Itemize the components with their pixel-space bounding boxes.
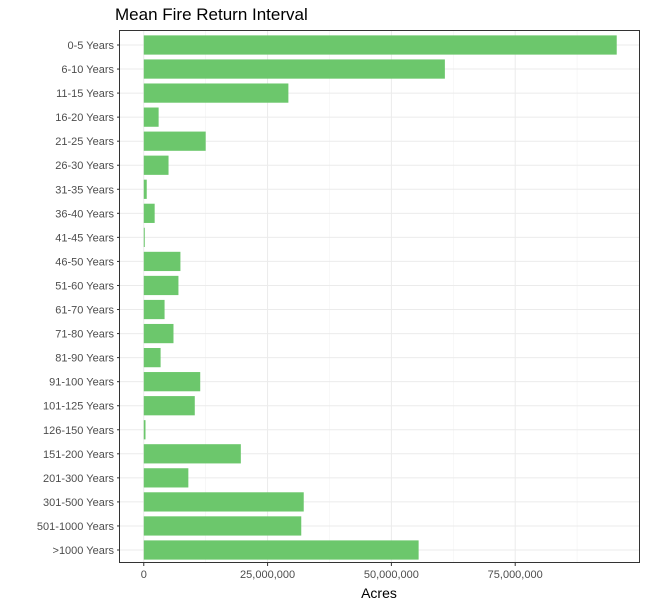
- bar-layer: [143, 35, 617, 560]
- y-tick-label: 21-25 Years: [55, 136, 114, 148]
- x-tick-label: 0: [141, 569, 147, 581]
- y-tick-label: 36-40 Years: [55, 208, 114, 220]
- y-tick-label: 71-80 Years: [55, 329, 114, 341]
- bar: [143, 299, 165, 320]
- x-axis-label: Acres: [361, 585, 397, 601]
- x-axis: 0 25,000,000 50,000,000 75,000,000: [141, 563, 543, 581]
- bar: [143, 83, 289, 103]
- bar: [143, 540, 419, 560]
- y-tick-label: 301-500 Years: [43, 497, 114, 509]
- y-tick-label: 81-90 Years: [55, 353, 114, 365]
- bar: [143, 516, 302, 536]
- y-tick-label: 61-70 Years: [55, 305, 114, 317]
- y-tick-label: >1000 Years: [53, 545, 115, 557]
- bar: [143, 396, 195, 416]
- bar: [143, 348, 161, 368]
- bar: [143, 35, 617, 55]
- bar: [143, 107, 159, 127]
- grid-layer: [120, 31, 640, 563]
- bar: [143, 179, 147, 199]
- x-tick-label: 25,000,000: [240, 569, 295, 581]
- bar: [143, 59, 445, 79]
- y-tick-label: 201-300 Years: [43, 473, 114, 485]
- bar: [143, 203, 155, 223]
- y-tick-label: 6-10 Years: [61, 64, 114, 76]
- bar: [143, 275, 179, 296]
- bar: [143, 227, 145, 247]
- y-tick-label: 126-150 Years: [43, 425, 114, 437]
- y-tick-label: 31-35 Years: [55, 184, 114, 196]
- y-tick-label: 151-200 Years: [43, 449, 114, 461]
- y-tick-label: 11-15 Years: [56, 88, 114, 100]
- y-tick-label: 91-100 Years: [49, 377, 114, 389]
- bar: [143, 468, 189, 488]
- y-tick-label: 501-1000 Years: [37, 521, 115, 533]
- bar: [143, 420, 146, 440]
- y-tick-label: 51-60 Years: [55, 280, 114, 292]
- bar: [143, 155, 169, 175]
- y-tick-label: 16-20 Years: [55, 112, 114, 124]
- plot-frame: [119, 30, 640, 563]
- x-tick-label: 75,000,000: [488, 569, 543, 581]
- bar: [143, 251, 181, 272]
- y-axis: 0-5 Years 6-10 Years 11-15 Years 16-20 Year…: [37, 40, 120, 557]
- y-tick-label: 26-30 Years: [55, 160, 114, 172]
- y-tick-label: 101-125 Years: [43, 401, 114, 413]
- y-tick-label: 0-5 Years: [68, 40, 115, 52]
- chart-title: Mean Fire Return Interval: [115, 5, 308, 24]
- bar: [143, 131, 206, 151]
- y-tick-label: 41-45 Years: [55, 232, 114, 244]
- bar: [143, 444, 241, 464]
- y-tick-label: 46-50 Years: [55, 256, 114, 268]
- bar: [143, 492, 304, 512]
- bar: [143, 372, 201, 392]
- x-tick-label: 50,000,000: [364, 569, 419, 581]
- bar: [143, 323, 174, 344]
